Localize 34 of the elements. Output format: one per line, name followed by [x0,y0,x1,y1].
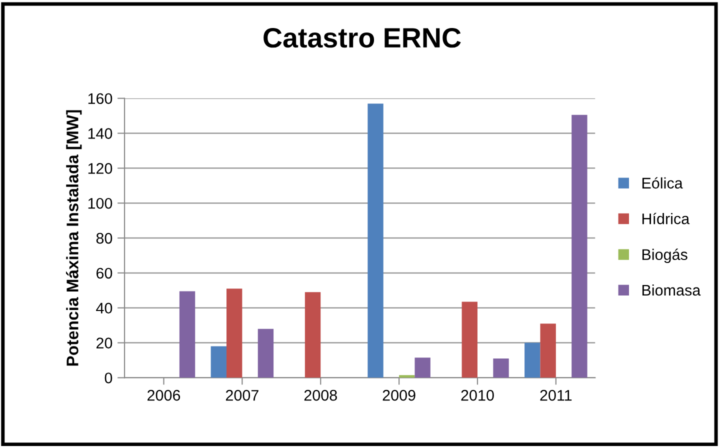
y-tick-label: 140 [88,128,112,139]
bar [399,375,415,378]
legend-label: Biogás [642,248,688,264]
bar [179,291,196,378]
y-tick-label: 20 [96,338,112,348]
y-tick-label: 0 [104,372,112,384]
y-tick-label: 80 [96,232,112,244]
y-tick-label: 40 [96,302,112,314]
x-tick-label: 2008 [304,390,337,401]
x-tick-label: 2007 [226,390,258,401]
bar [493,358,509,378]
bar [414,358,430,378]
bar [304,292,321,378]
bar [572,114,588,378]
y-axis-title: Potencia Máxima Instalada [MW] [66,110,82,366]
bar [210,346,226,378]
bar [258,328,274,378]
bar [540,324,556,378]
bar [524,342,540,378]
x-tick-label: 2006 [148,390,180,401]
x-tick-label: 2011 [540,390,572,401]
legend-label: Biomasa [642,284,701,296]
y-tick-label: 60 [96,268,112,279]
y-tick-label: 160 [88,93,112,104]
x-tick-label: 2010 [461,390,494,401]
bar [226,288,242,378]
chart-title: Catastro ERNC [264,28,461,48]
legend-label: Eólica [642,177,683,189]
y-tick-label: 100 [88,198,112,209]
x-tick-label: 2009 [382,390,416,401]
y-tick-label: 120 [88,163,112,174]
legend-label: Hídrica [642,212,690,224]
bar [368,104,384,378]
bar [462,302,478,378]
